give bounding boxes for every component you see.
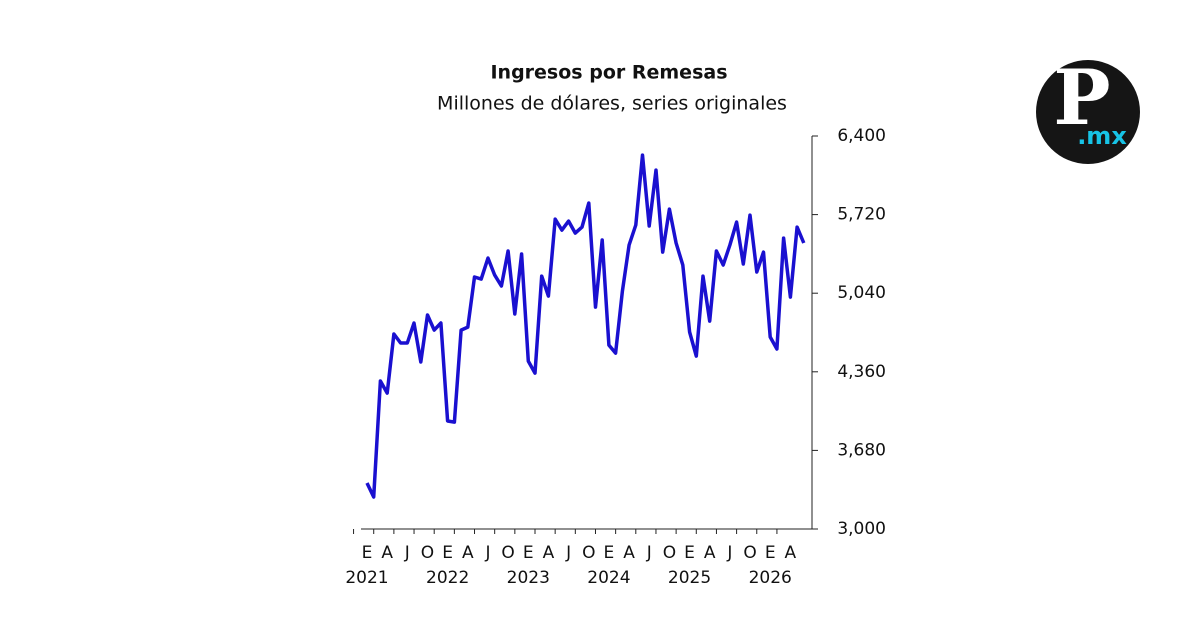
x-tick-label: A [623, 543, 635, 563]
data-line [365, 153, 806, 499]
x-year-label: 2022 [426, 568, 469, 588]
y-tick-label: 5,040 [837, 283, 886, 303]
logo-circle [1036, 60, 1140, 164]
x-tick-label: A [704, 543, 716, 563]
logo-suffix: .mx [1077, 122, 1127, 150]
x-tick-label: J [646, 543, 652, 563]
x-tick-label: O [501, 543, 514, 563]
logo-letter: P [1053, 53, 1110, 142]
x-tick-label: J [484, 543, 490, 563]
x-tick-label: O [582, 543, 595, 563]
y-tick-label: 4,360 [837, 362, 886, 382]
x-tick-label: A [462, 543, 474, 563]
x-tick-label: J [404, 543, 410, 563]
x-tick-label: E [684, 543, 695, 563]
x-year-label: 2021 [345, 568, 388, 588]
x-tick-label: A [785, 543, 797, 563]
x-tick-label: E [362, 543, 373, 563]
x-tick-label: A [381, 543, 393, 563]
y-tick-label: 3,000 [837, 519, 886, 539]
x-tick-label: E [442, 543, 453, 563]
x-tick-label: A [543, 543, 555, 563]
y-tick-label: 6,400 [837, 126, 886, 146]
logo: P .mx [1036, 53, 1140, 164]
x-tick-label: E [523, 543, 534, 563]
x-tick-label: J [565, 543, 571, 563]
x-tick-label: E [604, 543, 615, 563]
chart-subtitle: Millones de dólares, series originales [437, 93, 787, 115]
y-tick-label: 5,720 [837, 205, 886, 225]
x-year-label: 2023 [507, 568, 550, 588]
x-tick-label: O [743, 543, 756, 563]
x-year-label: 2024 [587, 568, 630, 588]
x-tick-label: O [421, 543, 434, 563]
x-year-label: 2026 [749, 568, 792, 588]
x-tick-label: J [726, 543, 732, 563]
x-year-label: 2025 [668, 568, 711, 588]
chart-title: Ingresos por Remesas [490, 62, 727, 84]
x-tick-label: E [765, 543, 776, 563]
y-tick-label: 3,680 [837, 440, 886, 460]
x-tick-label: O [663, 543, 676, 563]
